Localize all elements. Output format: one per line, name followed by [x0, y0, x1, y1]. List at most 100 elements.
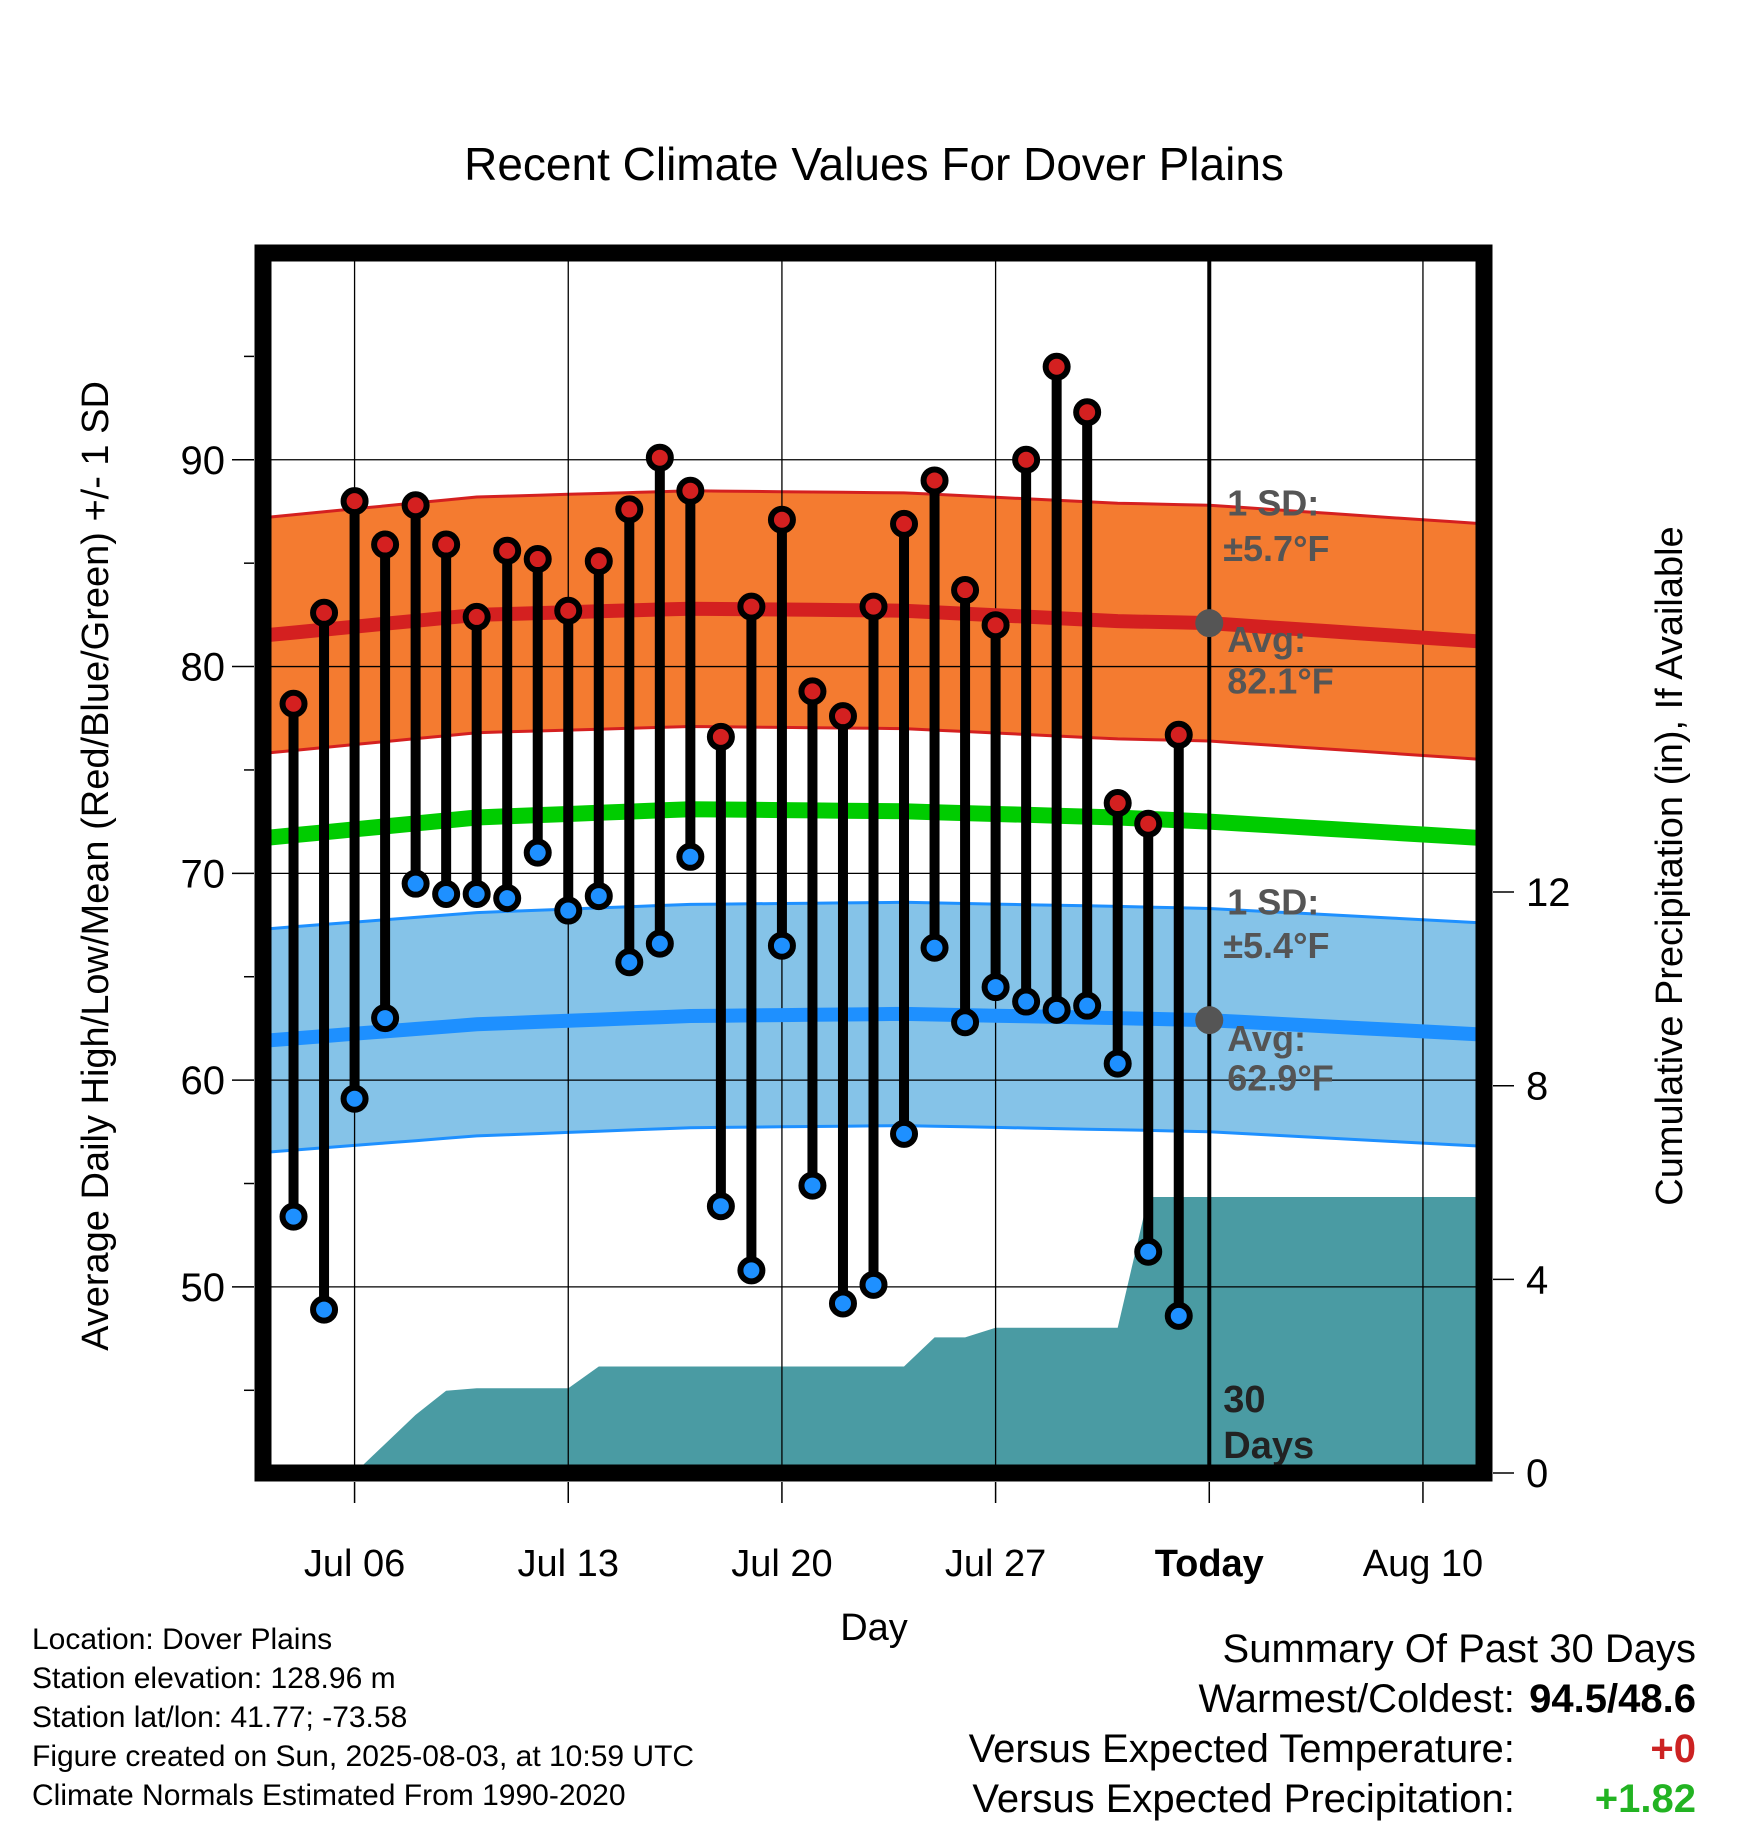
- daily-high-marker: [584, 547, 613, 576]
- low-sd-value: ±5.4°F: [1223, 925, 1329, 966]
- y-left-tick-label: 60: [181, 1059, 226, 1103]
- y-right-tick-label: 4: [1526, 1258, 1548, 1302]
- x-tick-label: Today: [1155, 1543, 1264, 1585]
- daily-low-marker: [798, 1171, 827, 1200]
- y-left-tick-label: 80: [181, 646, 226, 690]
- x-tick-label: Jul 13: [518, 1543, 619, 1585]
- x-tick-label: Jul 20: [731, 1543, 832, 1585]
- low-sd-label: 1 SD:: [1227, 882, 1319, 923]
- daily-high-marker: [1103, 789, 1132, 818]
- high-sd-upper-line: [262, 489, 1485, 526]
- daily-low-marker: [493, 884, 522, 913]
- daily-high-marker: [706, 722, 735, 751]
- daily-low-marker: [584, 882, 613, 911]
- daily-low-marker: [1103, 1049, 1132, 1078]
- daily-low-marker: [706, 1192, 735, 1221]
- daily-low-marker: [828, 1289, 857, 1318]
- summary-panel: Summary Of Past 30 Days Warmest/Coldest:…: [969, 1624, 1696, 1824]
- daily-high-marker: [1042, 352, 1071, 381]
- daily-low-marker: [523, 838, 552, 867]
- daily-high-marker: [310, 598, 339, 627]
- info-elevation: Station elevation: 128.96 m: [32, 1662, 396, 1695]
- y-left-tick-label: 90: [181, 439, 226, 483]
- daily-high-marker: [523, 545, 552, 574]
- daily-high-marker: [371, 530, 400, 559]
- summary-warmest-value: 94.5/48.6: [1529, 1677, 1696, 1721]
- daily-low-marker: [920, 933, 949, 962]
- x-tick-label: Aug 10: [1363, 1543, 1483, 1585]
- low-avg-value: 62.9°F: [1227, 1057, 1333, 1098]
- high-sd-label: 1 SD:: [1227, 483, 1319, 524]
- daily-low-marker: [1073, 991, 1102, 1020]
- summary-precip-label: Versus Expected Precipitation:: [972, 1777, 1515, 1821]
- y-right-tick-label: 8: [1526, 1065, 1548, 1109]
- daily-high-marker: [645, 443, 674, 472]
- info-created: Figure created on Sun, 2025-08-03, at 10…: [32, 1740, 695, 1773]
- daily-low-marker: [1012, 987, 1041, 1016]
- summary-precip-row: Versus Expected Precipitation: +1.82: [969, 1774, 1696, 1824]
- daily-low-marker: [737, 1256, 766, 1285]
- plot-frame: [254, 244, 1493, 1482]
- y-left-tick-label: 50: [181, 1266, 226, 1310]
- daily-low-marker: [401, 869, 430, 898]
- daily-high-marker: [493, 536, 522, 565]
- info-location: Location: Dover Plains: [32, 1623, 333, 1656]
- x-axis-label: Day: [840, 1607, 908, 1649]
- daily-high-marker: [1134, 809, 1163, 838]
- x-tick-label: Jul 06: [304, 1543, 405, 1585]
- summary-precip-value: +1.82: [1594, 1777, 1696, 1821]
- daily-high-marker: [1073, 398, 1102, 427]
- chart-title: Recent Climate Values For Dover Plains: [464, 138, 1284, 190]
- daily-low-marker: [951, 1008, 980, 1037]
- daily-low-marker: [1164, 1301, 1193, 1330]
- daily-low-marker: [859, 1270, 888, 1299]
- daily-low-marker: [340, 1084, 369, 1113]
- x-tick-label: Jul 27: [945, 1543, 1046, 1585]
- daily-high-marker: [462, 602, 491, 631]
- y-right-tick-label: 12: [1526, 871, 1571, 915]
- summary-warmest-row: Warmest/Coldest: 94.5/48.6: [969, 1674, 1697, 1724]
- daily-low-marker: [279, 1202, 308, 1231]
- info-normals: Climate Normals Estimated From 1990-2020: [32, 1779, 626, 1812]
- today-days-number: 30: [1223, 1379, 1265, 1421]
- daily-low-marker: [615, 948, 644, 977]
- y-left-tick-label: 70: [181, 852, 226, 896]
- daily-high-marker: [920, 466, 949, 495]
- daily-high-marker: [737, 592, 766, 621]
- daily-high-marker: [767, 505, 796, 534]
- normal-high-avg-marker: [1195, 609, 1224, 638]
- high-avg-value: 82.1°F: [1227, 660, 1333, 701]
- high-avg-label: Avg:: [1227, 619, 1306, 660]
- info-latlon: Station lat/lon: 41.77; -73.58: [32, 1701, 408, 1734]
- daily-high-marker: [1164, 720, 1193, 749]
- y-axis-right-label: Cumulative Precipitation (in), If Availa…: [1649, 526, 1691, 1205]
- daily-low-marker: [645, 929, 674, 958]
- daily-high-marker: [554, 596, 583, 625]
- daily-low-marker: [462, 880, 491, 909]
- daily-low-marker: [310, 1295, 339, 1324]
- summary-warmest-label: Warmest/Coldest:: [1198, 1677, 1515, 1721]
- daily-high-marker: [676, 476, 705, 505]
- daily-high-marker: [615, 495, 644, 524]
- summary-temp-value: +0: [1650, 1727, 1696, 1771]
- daily-low-marker: [554, 896, 583, 925]
- daily-high-marker: [279, 689, 308, 718]
- station-info: Location: Dover Plains Station elevation…: [32, 1620, 694, 1815]
- normal-low-avg-marker: [1195, 1006, 1224, 1035]
- daily-low-marker: [890, 1119, 919, 1148]
- daily-high-marker: [1012, 445, 1041, 474]
- daily-high-marker: [432, 530, 461, 559]
- daily-low-marker: [767, 931, 796, 960]
- low-avg-label: Avg:: [1227, 1018, 1306, 1059]
- daily-low-marker: [676, 842, 705, 871]
- daily-low-marker: [371, 1004, 400, 1033]
- daily-high-marker: [828, 702, 857, 731]
- daily-low-marker: [1134, 1237, 1163, 1266]
- today-days-label: Days: [1223, 1425, 1314, 1467]
- daily-low-marker: [1042, 995, 1071, 1024]
- y-axis-left-label: Average Daily High/Low/Mean (Red/Blue/Gr…: [75, 381, 117, 1351]
- daily-high-marker: [401, 491, 430, 520]
- daily-high-marker: [890, 509, 919, 538]
